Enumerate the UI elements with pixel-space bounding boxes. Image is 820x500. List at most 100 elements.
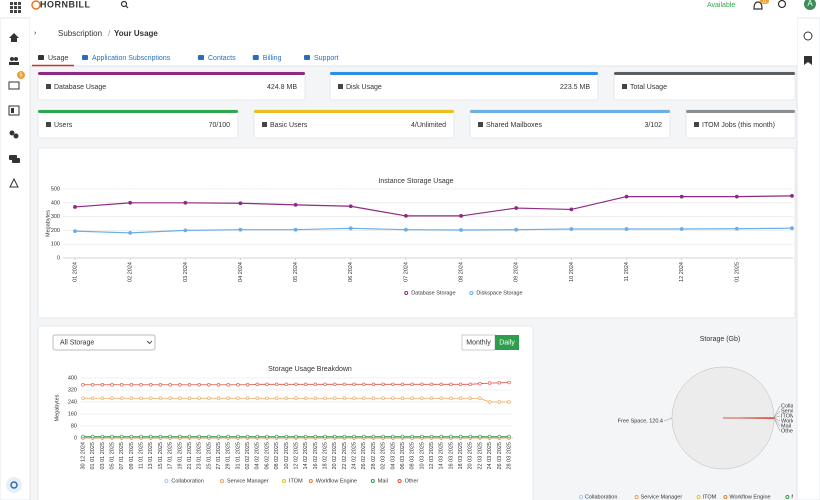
card-label: Database Usage	[54, 84, 106, 91]
y-tick-label: 160	[68, 411, 77, 417]
data-point	[274, 396, 279, 400]
label-connector	[773, 417, 781, 427]
avatar[interactable]	[804, 0, 816, 10]
data-point	[449, 382, 453, 386]
legend-label[interactable]: ITOM	[703, 494, 717, 500]
legend-label[interactable]: Workflow Engine	[316, 478, 357, 484]
legend-label[interactable]: Diskspace Storage	[476, 290, 522, 296]
nav-icons[interactable]	[8, 33, 20, 188]
x-tick-label: 05 01 2025	[109, 442, 115, 470]
data-point	[439, 382, 443, 386]
legend-label[interactable]: Mail	[378, 478, 388, 484]
data-point	[168, 434, 172, 439]
data-point	[284, 434, 289, 439]
app-grid-icon[interactable]	[10, 2, 21, 13]
legend-label[interactable]: Other	[405, 478, 419, 484]
x-tick-label: 01 2024	[72, 262, 78, 282]
data-point	[128, 230, 133, 235]
data-point	[265, 382, 269, 386]
legend-marker	[164, 479, 169, 483]
data-point	[391, 396, 395, 400]
x-tick-label: 04 03 2025	[390, 442, 396, 470]
data-point	[168, 383, 172, 387]
at-icon[interactable]	[777, 0, 787, 9]
storage-select[interactable]	[52, 334, 156, 351]
data-point	[238, 201, 243, 206]
data-point	[400, 396, 405, 400]
card-accent	[686, 110, 795, 113]
data-point	[400, 382, 405, 386]
legend-marker	[282, 479, 286, 483]
tab[interactable]: Application Subscriptions	[92, 55, 171, 62]
legend-label[interactable]: Workflow Engine	[729, 494, 770, 500]
legend-marker	[308, 479, 313, 483]
tasks-icon[interactable]	[803, 31, 813, 41]
tab[interactable]: Support	[314, 55, 339, 62]
data-point	[284, 382, 289, 386]
data-point	[313, 434, 318, 439]
data-point	[274, 434, 279, 439]
data-point	[410, 396, 414, 400]
tab[interactable]: Usage	[48, 55, 68, 62]
daily-button[interactable]	[495, 335, 519, 350]
data-point	[468, 396, 472, 400]
data-point	[734, 194, 739, 199]
data-point	[207, 383, 211, 387]
data-point	[459, 214, 463, 218]
chart-title: Storage Usage Breakdown	[268, 366, 352, 373]
data-point	[371, 382, 376, 386]
data-point	[265, 396, 269, 400]
data-point	[458, 382, 463, 386]
status[interactable]: Available	[707, 2, 735, 9]
x-tick-label: 06 2024	[348, 262, 354, 282]
data-point	[226, 396, 230, 400]
legend-label[interactable]: ITOM	[289, 478, 303, 484]
x-tick-label: 14 03 2025	[439, 442, 445, 470]
data-point	[236, 383, 240, 387]
legend-label[interactable]: Service Manager	[227, 478, 269, 484]
data-point	[439, 434, 443, 439]
x-tick-label: 04 02 2025	[255, 442, 261, 470]
legend-label[interactable]: Collaboration	[585, 494, 617, 500]
settings-icon	[10, 481, 18, 489]
y-tick-label: 300	[51, 214, 60, 220]
x-tick-label: 09 2024	[514, 262, 520, 282]
data-point	[265, 434, 269, 439]
data-label: Service Manager	[781, 408, 820, 414]
bell-icon[interactable]	[753, 1, 763, 10]
header-panel	[30, 18, 797, 66]
data-point	[110, 383, 114, 387]
data-point	[381, 382, 385, 386]
card-value: 70/100	[209, 122, 231, 129]
x-tick-label: 10 2024	[569, 262, 575, 282]
chart-title: Instance Storage Usage	[378, 178, 453, 185]
data-point	[362, 396, 366, 400]
data-point	[303, 382, 308, 386]
legend-label[interactable]: Service Manager	[641, 494, 683, 500]
data-point	[352, 396, 356, 400]
x-tick-label: 06 02 2025	[264, 442, 270, 470]
legend-label[interactable]: Collaboration	[171, 478, 203, 484]
logo-mark	[31, 0, 41, 10]
tab[interactable]: Contacts	[208, 55, 236, 62]
data-point	[404, 214, 408, 218]
legend-label[interactable]: Mail	[791, 494, 801, 500]
tab[interactable]: Billing	[263, 55, 282, 62]
data-point	[245, 396, 250, 400]
card-icon	[622, 84, 627, 89]
bookmark-icon[interactable]	[804, 56, 812, 65]
breadcrumb-root[interactable]: Subscription	[58, 29, 102, 38]
search-icon[interactable]	[120, 0, 129, 9]
legend-marker	[723, 495, 728, 499]
data-point	[293, 227, 298, 232]
card-label: Shared Mailboxes	[486, 122, 543, 129]
x-tick-label: 02 02 2025	[245, 442, 251, 470]
legend-label[interactable]: Database Storage	[411, 290, 455, 296]
data-point	[458, 396, 463, 400]
collapse-toggle[interactable]: ›	[34, 30, 37, 37]
data-point	[439, 396, 443, 400]
settings-button[interactable]	[6, 477, 22, 493]
data-point	[226, 434, 230, 439]
data-point	[790, 193, 794, 198]
data-point	[362, 382, 366, 386]
